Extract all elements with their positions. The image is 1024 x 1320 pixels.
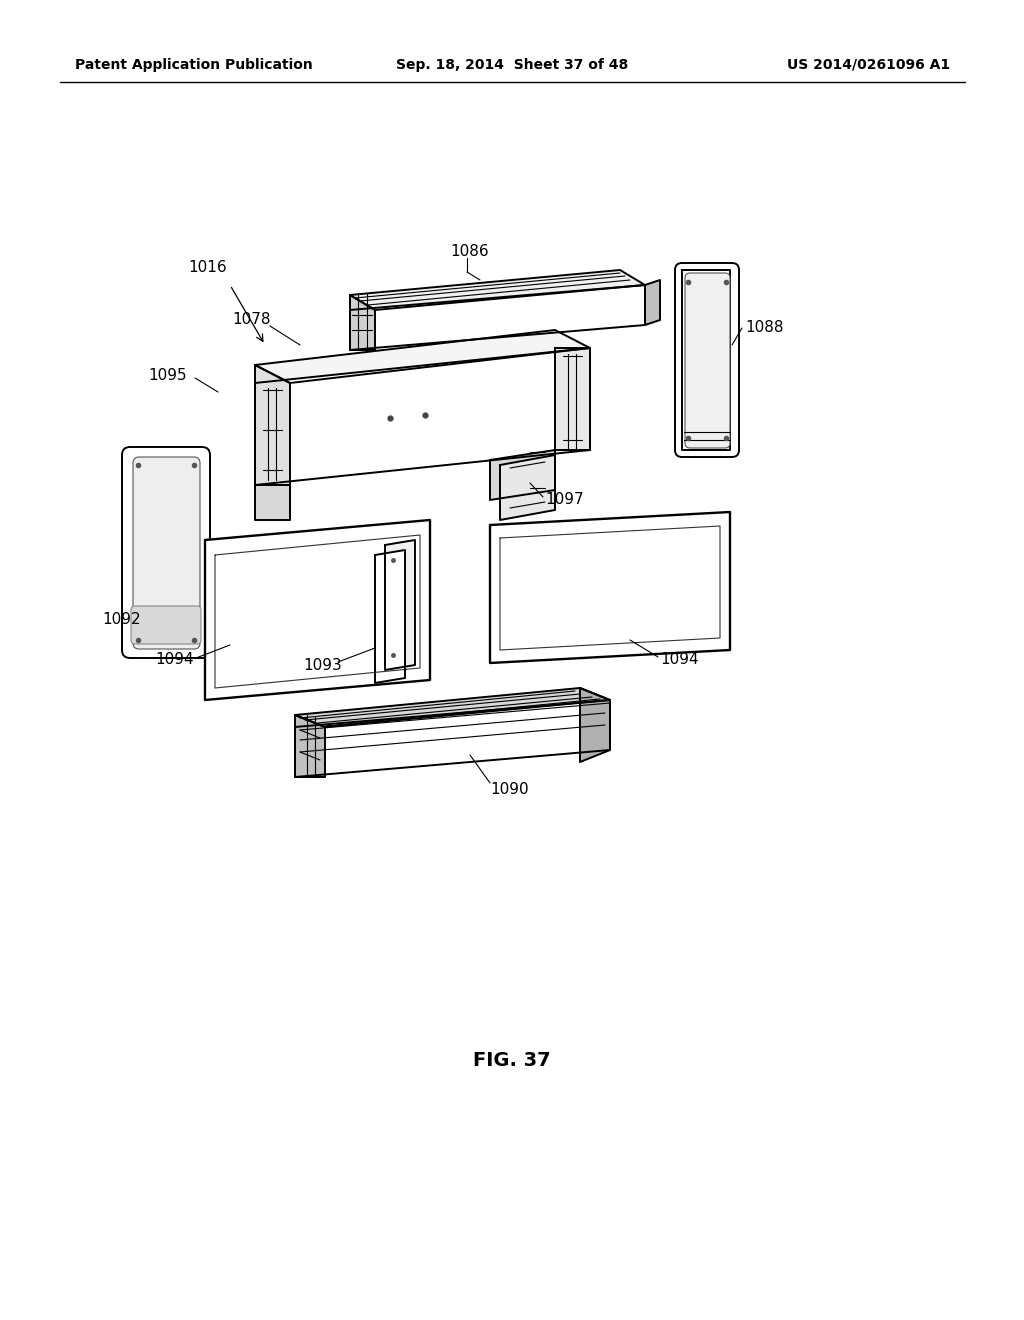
FancyBboxPatch shape [685, 273, 730, 447]
Text: 1095: 1095 [148, 367, 186, 383]
Text: 1078: 1078 [232, 313, 270, 327]
Polygon shape [580, 688, 610, 762]
Polygon shape [295, 700, 610, 777]
Text: 1094: 1094 [660, 652, 698, 668]
Text: Sep. 18, 2014  Sheet 37 of 48: Sep. 18, 2014 Sheet 37 of 48 [396, 58, 628, 73]
Text: 1093: 1093 [303, 657, 342, 672]
Polygon shape [350, 294, 375, 350]
Polygon shape [205, 520, 430, 700]
Polygon shape [385, 540, 415, 671]
FancyBboxPatch shape [131, 606, 201, 644]
FancyBboxPatch shape [133, 457, 200, 649]
Text: US 2014/0261096 A1: US 2014/0261096 A1 [786, 58, 950, 73]
Polygon shape [490, 450, 555, 500]
Polygon shape [295, 715, 325, 777]
Text: 1092: 1092 [102, 612, 140, 627]
Polygon shape [350, 271, 645, 310]
FancyBboxPatch shape [675, 263, 739, 457]
Text: FIG. 37: FIG. 37 [473, 1051, 551, 1069]
FancyBboxPatch shape [122, 447, 210, 657]
Polygon shape [255, 484, 290, 520]
Polygon shape [645, 280, 660, 325]
Polygon shape [255, 348, 590, 484]
Polygon shape [555, 348, 590, 450]
Text: 1097: 1097 [545, 492, 584, 507]
Polygon shape [490, 512, 730, 663]
Text: 1016: 1016 [188, 260, 226, 276]
Polygon shape [255, 330, 590, 383]
Polygon shape [350, 285, 645, 350]
Text: 1088: 1088 [745, 321, 783, 335]
Text: 1086: 1086 [450, 244, 488, 260]
Polygon shape [682, 271, 730, 450]
Polygon shape [255, 366, 290, 484]
Text: Patent Application Publication: Patent Application Publication [75, 58, 312, 73]
Polygon shape [500, 455, 555, 520]
Polygon shape [500, 525, 720, 649]
Text: 1090: 1090 [490, 783, 528, 797]
Polygon shape [375, 550, 406, 682]
Polygon shape [215, 535, 420, 688]
Text: 1094: 1094 [155, 652, 194, 668]
Polygon shape [295, 688, 610, 727]
